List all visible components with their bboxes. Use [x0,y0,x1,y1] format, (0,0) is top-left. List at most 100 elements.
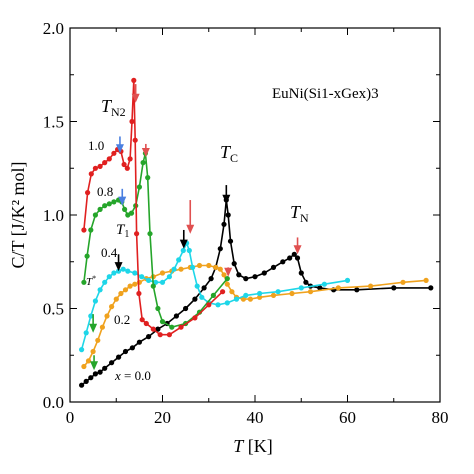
arrow-head [293,245,302,255]
transition-arrow [293,237,302,255]
data-point [240,296,246,302]
transition-arrow [224,267,233,277]
data-point [88,313,94,319]
data-point [270,264,277,270]
data-point [83,378,89,384]
transition-arrow [114,254,123,272]
arrow-head [141,148,150,158]
series-layer [79,77,434,388]
data-point [121,161,127,168]
series-label-0-8: 0.8 [97,184,113,199]
data-point [128,210,135,216]
data-point [183,305,189,312]
compound-label: EuNi(Si1-xGex)3 [272,86,379,102]
data-point [206,262,212,269]
data-point [99,324,105,330]
data-point [113,296,119,302]
data-point [194,283,200,289]
arrow-head [131,93,140,103]
data-point [90,348,96,355]
data-point [127,283,133,289]
y-tick-label: 0.5 [43,300,64,319]
t1-label: T1 [116,222,129,240]
data-point [127,156,133,162]
data-point [166,332,172,338]
data-point [85,358,92,364]
arrow-head [186,224,195,234]
arrow-head [89,323,98,333]
data-point [210,292,216,298]
data-point [391,285,397,291]
transition-arrow [186,200,195,234]
data-point [298,270,304,276]
data-point [111,270,117,276]
data-point [97,369,103,375]
data-point [155,326,161,332]
arrow-head [114,262,123,272]
data-point [236,272,242,278]
series-label-0-2: 0.2 [114,312,130,327]
data-point [368,283,374,289]
data-point [81,363,87,370]
transition-arrow [141,143,150,158]
data-point [116,268,122,274]
transition-arrow [89,314,98,333]
data-point [139,274,145,280]
data-point [178,324,184,330]
data-point [280,259,286,265]
data-point [125,268,131,274]
data-point [400,279,406,285]
data-point [217,246,223,252]
data-point [221,272,227,278]
data-point [140,160,146,166]
data-point [106,201,112,207]
data-point [88,227,94,233]
tn2-label: TN2 [101,96,126,119]
data-point [354,287,360,293]
data-point [132,281,138,287]
data-point [196,309,203,315]
data-point [303,279,309,285]
data-point [208,276,214,282]
data-point [261,270,267,276]
data-point [157,332,163,338]
tc-label: TC [220,142,238,165]
data-point [287,255,293,261]
arrow-head [222,194,231,204]
series-2 [79,240,351,353]
data-point [215,302,221,308]
data-point [220,289,226,295]
data-point [92,298,98,304]
arrow-head [90,361,99,371]
transition-arrow [118,188,127,206]
data-point [139,317,145,323]
transition-arrow [131,84,140,103]
data-point [106,156,112,162]
transition-arrow [222,185,231,204]
data-point [176,257,182,263]
data-point [180,247,186,254]
data-point [83,330,89,336]
arrow-head [118,196,127,206]
data-point [136,290,142,297]
data-point [243,276,249,282]
data-point [224,281,230,287]
data-point [225,212,231,218]
data-point [199,294,205,300]
data-point [294,255,301,261]
data-point [88,375,94,381]
data-point [81,227,87,233]
data-point [111,150,117,156]
data-point [221,221,227,227]
data-point [97,206,103,212]
data-point [104,313,110,319]
data-point [111,199,117,205]
x-tick-label: 60 [339,408,356,427]
data-point [257,294,263,300]
arrow-layer [89,84,302,371]
data-point [159,319,166,325]
data-point [143,320,149,327]
data-point [155,305,161,312]
data-point [118,290,124,297]
